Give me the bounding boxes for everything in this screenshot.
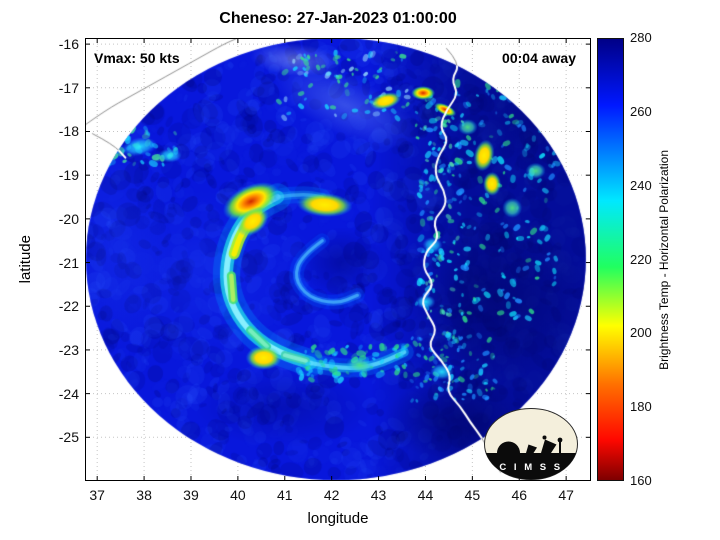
cimss-logo-text: C I M S S [499, 462, 562, 473]
vmax-annotation: Vmax: 50 kts [94, 50, 180, 66]
x-tick-label: 45 [464, 487, 481, 503]
x-tick-label: 47 [558, 487, 574, 503]
x-tick-label: 44 [417, 487, 434, 503]
x-tick-label: 40 [230, 487, 246, 503]
x-tick-label: 37 [89, 487, 105, 503]
y-tick-label: -20 [58, 210, 79, 227]
x-tick-label: 39 [183, 487, 199, 503]
x-axis-label: longitude [307, 510, 369, 527]
y-tick-label: -18 [58, 123, 79, 140]
colorbar-tick-label: 200 [630, 325, 652, 341]
y-tick-label: -22 [58, 298, 79, 315]
y-tick-label: -23 [58, 341, 79, 358]
colorbar [597, 38, 624, 481]
y-tick-label: -19 [58, 167, 79, 184]
x-tick-label: 38 [136, 487, 152, 503]
y-tick-label: -21 [58, 254, 79, 271]
colorbar-label-wrap: Brightness Temp - Horizontal Polarizatio… [654, 38, 674, 481]
colorbar-tick-label: 280 [630, 30, 652, 45]
y-tick-label: -24 [58, 385, 79, 402]
colorbar-tick-label: 160 [630, 473, 652, 488]
antenna-ball-icon [557, 437, 563, 443]
x-tick-label: 41 [276, 487, 293, 503]
large-dish-icon [541, 439, 557, 453]
plot-title: Cheneso: 27-Jan-2023 01:00:00 [219, 10, 457, 27]
x-tick-label: 43 [370, 487, 387, 503]
colorbar-tick-label: 240 [630, 177, 652, 193]
colorbar-tick-label: 180 [630, 399, 652, 415]
x-tick-label: 42 [323, 487, 340, 503]
y-axis-label-wrap: latitude [14, 38, 36, 481]
radome-dome-icon [497, 441, 520, 453]
y-tick-label: -25 [58, 429, 79, 446]
cimss-logo: C I M S S [484, 408, 578, 480]
satellite-canvas [85, 38, 591, 481]
y-tick-label: -17 [58, 79, 79, 96]
y-axis-label: latitude [16, 235, 34, 284]
colorbar-tick-label: 220 [630, 251, 652, 267]
eta-annotation: 00:04 away [502, 50, 576, 66]
frame-layer [85, 38, 591, 481]
colorbar-label: Brightness Temp - Horizontal Polarizatio… [657, 149, 671, 370]
x-tick-label: 46 [511, 487, 528, 503]
y-tick-label: -16 [58, 36, 79, 53]
small-dish-icon [526, 444, 537, 453]
colorbar-tick-label: 260 [630, 103, 652, 119]
